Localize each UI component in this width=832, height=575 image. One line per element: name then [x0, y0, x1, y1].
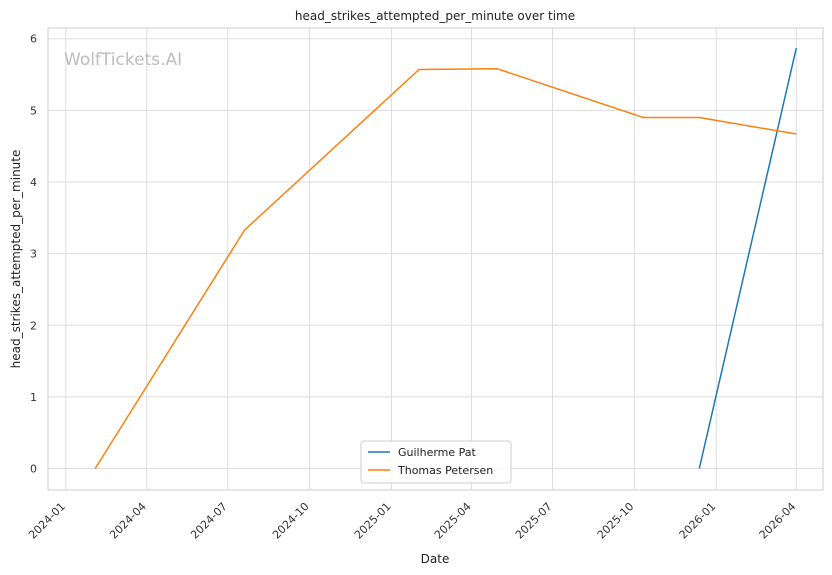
y-tick-label: 1 [30, 391, 37, 404]
y-tick-label: 4 [30, 176, 37, 189]
x-tick-label: 2024-07 [188, 500, 230, 542]
y-axis-ticks: 0 1 2 3 4 5 6 [30, 33, 37, 476]
plot-area [47, 27, 824, 491]
x-tick-label: 2025-04 [432, 500, 474, 542]
x-tick-label: 2026-01 [677, 500, 719, 542]
y-tick-label: 2 [30, 319, 37, 332]
y-tick-label: 0 [30, 463, 37, 476]
y-tick-label: 6 [30, 33, 37, 46]
x-tick-label: 2024-10 [270, 500, 312, 542]
x-tick-label: 2025-01 [352, 500, 394, 542]
series-line-1 [698, 47, 798, 469]
y-axis-label: head_strikes_attempted_per_minute [9, 150, 23, 369]
legend: Guilherme Pat Thomas Petersen [360, 440, 512, 484]
x-tick-label: 2024-01 [26, 500, 68, 542]
x-tick-label: 2026-04 [757, 500, 799, 542]
series-layer [94, 47, 798, 469]
x-tick-label: 2024-04 [107, 500, 149, 542]
y-tick-label: 5 [30, 104, 37, 117]
series-line-2 [94, 68, 797, 469]
legend-box [360, 440, 512, 484]
x-axis-label: Date [421, 552, 450, 566]
watermark: WolfTickets.AI [64, 50, 182, 70]
x-tick-label: 2025-07 [513, 500, 555, 542]
legend-label: Thomas Petersen [397, 464, 493, 477]
chart-title: head_strikes_attempted_per_minute over t… [295, 9, 575, 23]
x-axis-ticks: 2024-01 2024-04 2024-07 2024-10 2025-01 2025-… [26, 500, 798, 542]
y-tick-label: 3 [30, 248, 37, 261]
legend-label: Guilherme Pat [398, 446, 477, 459]
grid-lines [48, 28, 823, 490]
x-tick-label: 2025-10 [595, 500, 637, 542]
